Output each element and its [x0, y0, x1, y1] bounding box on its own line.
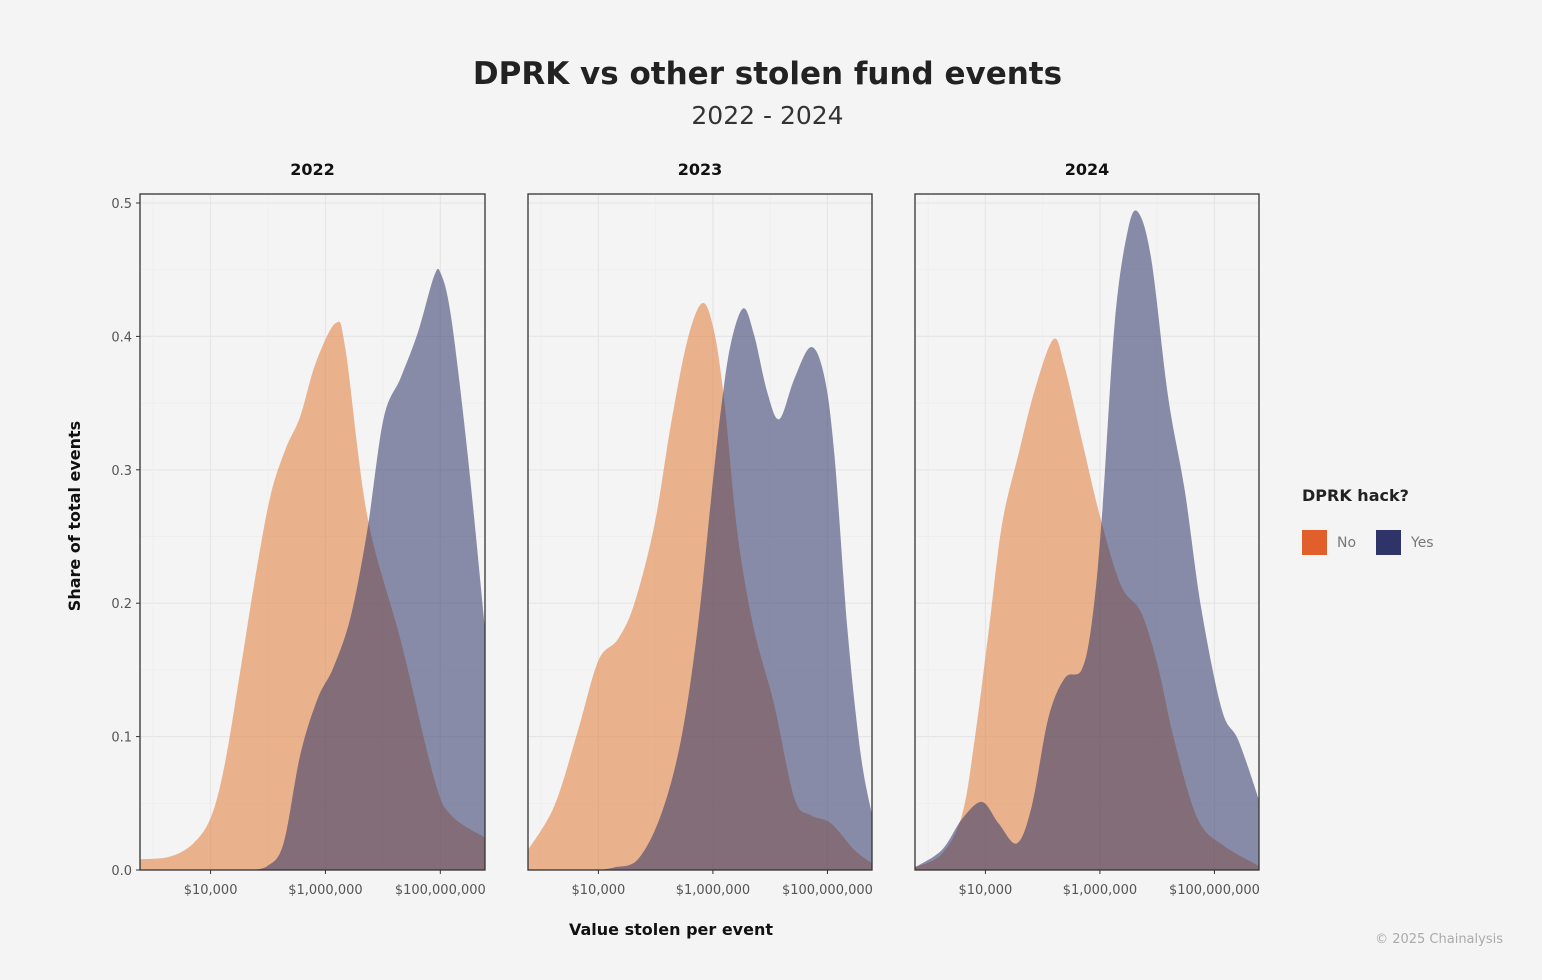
- density-area-yes: [250, 268, 485, 870]
- panel-border: [527, 193, 873, 871]
- chart-title: DPRK vs other stolen fund events: [472, 56, 1063, 92]
- y-tick-label: 0.3: [111, 464, 132, 479]
- x-tick-label: $10,000: [572, 883, 626, 898]
- x-tick-label: $10,000: [959, 883, 1013, 898]
- x-tick-label: $100,000,000: [782, 883, 873, 898]
- x-tick-label: $100,000,000: [395, 883, 486, 898]
- legend-item-no: No: [1302, 530, 1356, 555]
- legend-swatch-yes: [1376, 530, 1401, 555]
- legend-title: DPRK hack?: [1302, 486, 1409, 505]
- y-axis-title: Share of total events: [65, 421, 84, 611]
- facet-label: 2023: [678, 160, 723, 179]
- x-tick-label: $1,000,000: [288, 883, 362, 898]
- chart-subtitle: 2022 - 2024: [691, 101, 844, 130]
- panel-2022: 2022 $10,000 $1,000,000 $100,000,000: [139, 160, 486, 898]
- x-axis-title: Value stolen per event: [569, 920, 773, 939]
- y-tick-label: 0.4: [111, 330, 132, 345]
- panel-2024: 2024 $10,000 $1,000,000 $100,000,000: [914, 160, 1260, 898]
- panel-border: [139, 193, 486, 871]
- copyright: © 2025 Chainalysis: [1375, 932, 1503, 947]
- density-area-yes: [598, 308, 872, 870]
- legend-item-yes: Yes: [1376, 530, 1434, 555]
- panel-border: [914, 193, 1260, 871]
- x-tick-label: $10,000: [184, 883, 238, 898]
- legend-swatch-no: [1302, 530, 1327, 555]
- legend-label-no: No: [1337, 534, 1357, 551]
- legend-label-yes: Yes: [1411, 534, 1434, 551]
- x-tick-label: $1,000,000: [1063, 883, 1137, 898]
- x-tick-label: $100,000,000: [1169, 883, 1260, 898]
- x-tick-label: $1,000,000: [676, 883, 750, 898]
- y-tick-label: 0.1: [111, 731, 132, 746]
- facet-label: 2022: [290, 160, 335, 179]
- density-area-yes: [915, 210, 1259, 870]
- facet-label: 2024: [1065, 160, 1110, 179]
- panel-2023: 2023 $10,000 $1,000,000 $100,000,000: [527, 160, 873, 898]
- y-tick-label: 0.5: [111, 197, 132, 212]
- y-tick-label: 0.2: [111, 597, 132, 612]
- y-tick-label: 0.0: [111, 864, 132, 879]
- density-area-no: [528, 303, 872, 870]
